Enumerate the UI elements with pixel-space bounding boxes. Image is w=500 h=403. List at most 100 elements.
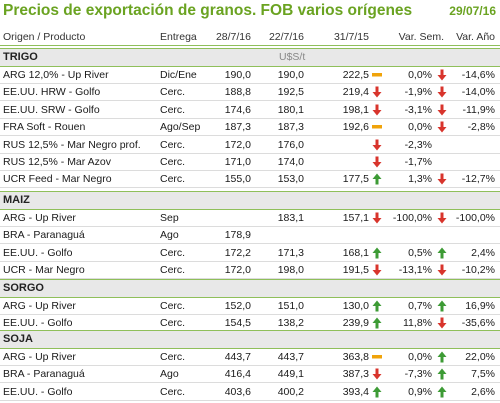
price-28-7-16: 152,0 bbox=[224, 300, 251, 312]
delivery: Ago bbox=[160, 368, 179, 381]
down-trend-icon bbox=[436, 317, 448, 329]
price-28-7-16: 154,5 bbox=[224, 317, 251, 330]
price-31-7-15: 222,5 bbox=[342, 69, 369, 81]
delivery: Sep bbox=[160, 212, 179, 224]
price-31-7-15: 177,5 bbox=[342, 173, 369, 186]
product-origin: RUS 12,5% - Mar Azov bbox=[3, 156, 111, 168]
column-headers: Origen / Producto Entrega 28/7/16 22/7/1… bbox=[0, 29, 500, 46]
yearly-change: 2,4% bbox=[471, 246, 495, 259]
price-22-7-16: 187,3 bbox=[277, 121, 304, 134]
down-trend-icon bbox=[371, 139, 383, 151]
down-trend-icon bbox=[371, 212, 383, 224]
up-trend-icon bbox=[371, 247, 383, 259]
col-delivery: Entrega bbox=[160, 31, 197, 43]
product-origin: EE.UU. SRW - Golfo bbox=[3, 103, 100, 116]
section-header-trigo: TRIGO U$S/t bbox=[0, 48, 500, 67]
price-28-7-16: 190,0 bbox=[224, 69, 251, 81]
price-22-7-16: 449,1 bbox=[277, 368, 304, 381]
price-31-7-15: 219,4 bbox=[342, 86, 369, 99]
price-28-7-16: 172,2 bbox=[224, 246, 251, 259]
product-origin: ARG - Up River bbox=[3, 300, 76, 312]
price-22-7-16: 180,1 bbox=[277, 103, 304, 116]
table-row: EE.UU. HRW - Golfo Cerc. 188,8 192,5 219,4 -1… bbox=[0, 84, 500, 102]
price-31-7-15: 198,1 bbox=[342, 103, 369, 116]
product-origin: RUS 12,5% - Mar Negro prof. bbox=[3, 138, 141, 151]
delivery: Ago/Sep bbox=[160, 121, 201, 134]
table-row: UCR Feed - Mar Negro Cerc. 155,0 153,0 177,5… bbox=[0, 171, 500, 189]
report-date: 29/07/16 bbox=[449, 4, 496, 18]
flat-trend-icon bbox=[371, 351, 383, 363]
down-trend-icon bbox=[436, 69, 448, 81]
trend-icon-empty bbox=[371, 229, 383, 241]
weekly-change: -1,9% bbox=[404, 86, 432, 99]
down-trend-icon bbox=[436, 173, 448, 185]
down-trend-icon bbox=[436, 212, 448, 224]
product-origin: ARG - Up River bbox=[3, 351, 76, 363]
col-date-3: 31/7/15 bbox=[333, 31, 369, 43]
product-origin: UCR - Mar Negro bbox=[3, 264, 85, 277]
weekly-change: -13,1% bbox=[398, 264, 432, 277]
product-origin: EE.UU. HRW - Golfo bbox=[3, 86, 101, 99]
down-trend-icon bbox=[371, 86, 383, 98]
yearly-change: -14,6% bbox=[461, 69, 495, 81]
price-31-7-15: 157,1 bbox=[342, 212, 369, 224]
product-origin: UCR Feed - Mar Negro bbox=[3, 173, 112, 186]
panel-header: Precios de exportación de granos. FOB va… bbox=[0, 0, 500, 24]
table-row: RUS 12,5% - Mar Azov Cerc. 171,0 174,0 -1,7% bbox=[0, 154, 500, 171]
weekly-change: -3,1% bbox=[404, 103, 432, 116]
price-22-7-16: 174,0 bbox=[277, 156, 304, 168]
table-row: FRA Soft - Rouen Ago/Sep 187,3 187,3 192,6 0,… bbox=[0, 119, 500, 137]
unit-label: U$S/t bbox=[279, 51, 306, 63]
price-31-7-15: 168,1 bbox=[342, 246, 369, 259]
price-28-7-16: 188,8 bbox=[224, 86, 251, 99]
weekly-change: 0,9% bbox=[408, 385, 432, 398]
table-row: RUS 12,5% - Mar Negro prof. Cerc. 172,0 176… bbox=[0, 137, 500, 154]
delivery: Cerc. bbox=[160, 385, 186, 398]
yearly-change: -10,2% bbox=[461, 264, 495, 277]
table-row: EE.UU. - Golfo Cerc. 403,6 400,2 393,4 0,9% 2,… bbox=[0, 384, 500, 401]
weekly-change: -7,3% bbox=[404, 368, 432, 381]
price-31-7-15: 191,5 bbox=[342, 264, 369, 277]
price-22-7-16: 190,0 bbox=[277, 69, 304, 81]
weekly-change: -100,0% bbox=[392, 212, 432, 224]
delivery: Cerc. bbox=[160, 264, 186, 277]
yearly-change: -100,0% bbox=[455, 212, 495, 224]
delivery: Cerc. bbox=[160, 300, 186, 312]
table-row: BRA - Paranaguá Ago 178,9 bbox=[0, 227, 500, 245]
product-origin: EE.UU. - Golfo bbox=[3, 317, 73, 330]
price-28-7-16: 187,3 bbox=[224, 121, 251, 134]
up-trend-icon bbox=[436, 300, 448, 312]
col-date-2: 22/7/16 bbox=[268, 31, 304, 43]
section-name: SORGO bbox=[3, 282, 44, 294]
col-origin: Origen / Producto bbox=[3, 31, 86, 43]
yearly-change: -2,8% bbox=[467, 121, 495, 134]
product-origin: EE.UU. - Golfo bbox=[3, 246, 73, 259]
price-22-7-16: 176,0 bbox=[277, 138, 304, 151]
trend-icon-empty bbox=[436, 139, 448, 151]
price-22-7-16: 400,2 bbox=[277, 385, 304, 398]
price-31-7-15: 387,3 bbox=[342, 368, 369, 381]
price-22-7-16: 183,1 bbox=[277, 212, 304, 224]
product-origin: EE.UU. - Golfo bbox=[3, 385, 73, 398]
up-trend-icon bbox=[436, 351, 448, 363]
trend-icon-empty bbox=[436, 229, 448, 241]
delivery: Cerc. bbox=[160, 173, 186, 186]
down-trend-icon bbox=[371, 156, 383, 168]
weekly-change: 1,3% bbox=[408, 173, 432, 186]
price-28-7-16: 172,0 bbox=[224, 138, 251, 151]
product-origin: ARG - Up River bbox=[3, 212, 76, 224]
product-origin: BRA - Paranaguá bbox=[3, 368, 85, 381]
price-28-7-16: 172,0 bbox=[224, 264, 251, 277]
weekly-change: 0,7% bbox=[408, 300, 432, 312]
price-22-7-16: 153,0 bbox=[277, 173, 304, 186]
section-name: MAIZ bbox=[3, 194, 30, 206]
price-31-7-15: 192,6 bbox=[342, 121, 369, 134]
delivery: Cerc. bbox=[160, 246, 186, 259]
table-row: UCR - Mar Negro Cerc. 172,0 198,0 191,5 -13,1… bbox=[0, 262, 500, 280]
delivery: Dic/Ene bbox=[160, 69, 197, 81]
product-origin: ARG 12,0% - Up River bbox=[3, 69, 109, 81]
table-row: EE.UU. SRW - Golfo Cerc. 174,6 180,1 198,1 -3… bbox=[0, 102, 500, 119]
page-title: Precios de exportación de granos. FOB va… bbox=[3, 2, 413, 19]
section-header-sorgo: SORGO bbox=[0, 279, 500, 298]
